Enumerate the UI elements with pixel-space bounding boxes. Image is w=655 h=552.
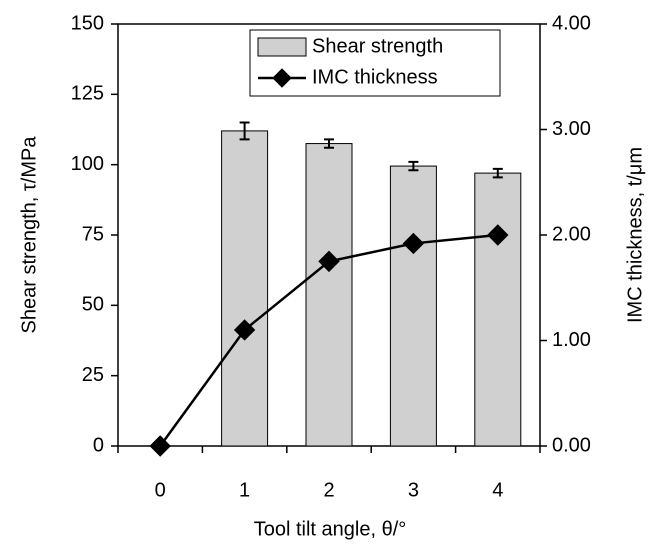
legend-swatch [257, 37, 307, 57]
y-tick-label: 150 [71, 12, 104, 34]
y2-tick-label: 4.00 [552, 12, 591, 34]
marker [149, 435, 171, 457]
marker [233, 319, 256, 341]
y-tick-label: 125 [71, 83, 104, 105]
x-tick-label: 1 [239, 479, 250, 501]
y2-tick-label: 0.00 [552, 434, 591, 456]
y-tick-label: 0 [93, 434, 104, 456]
y-tick-label: 50 [82, 294, 104, 316]
error-bar [324, 138, 334, 149]
bar [221, 130, 269, 447]
bar [305, 143, 353, 447]
y-axis-title: Shear strength, τ/MPa [18, 136, 40, 334]
x-axis-title: Tool tilt angle, θ/° [254, 518, 407, 540]
marker [402, 232, 425, 255]
marker [318, 250, 340, 273]
bar [474, 172, 522, 447]
y-tick-label: 100 [71, 153, 104, 175]
x-tick-label: 2 [323, 479, 334, 501]
legend-marker [272, 68, 292, 88]
y2-tick-label: 1.00 [552, 329, 591, 351]
error-bar [239, 121, 250, 141]
bar [389, 165, 437, 447]
y-tick-label: 75 [82, 223, 104, 245]
y2-tick-label: 2.00 [552, 223, 591, 245]
legend-label: Shear strength [312, 35, 443, 57]
x-tick-label: 0 [155, 479, 166, 501]
y2-tick-label: 3.00 [552, 118, 591, 140]
error-bar [408, 160, 419, 172]
y-tick-label: 25 [82, 364, 104, 386]
x-tick-label: 4 [492, 479, 503, 501]
y2-axis-title: IMC thickness, t/μm [624, 147, 646, 323]
marker [487, 224, 509, 246]
error-bar [492, 167, 503, 179]
legend-label: IMC thickness [312, 66, 438, 88]
x-tick-label: 3 [408, 479, 419, 501]
